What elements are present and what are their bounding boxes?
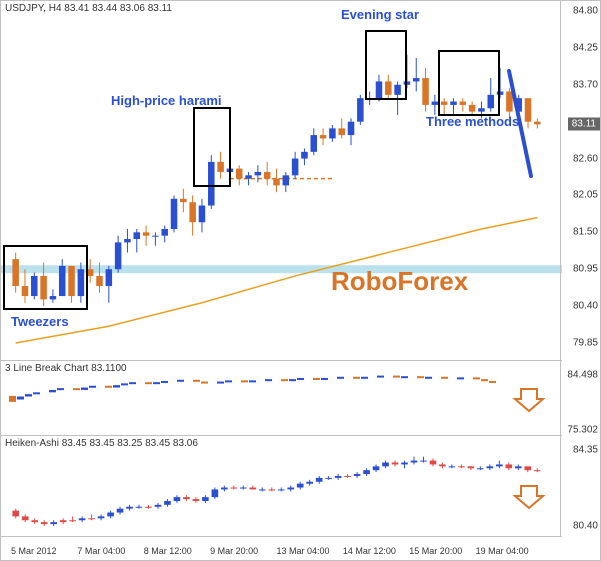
x-axis: 5 Mar 20127 Mar 04:008 Mar 12:009 Mar 20… — [1, 536, 562, 560]
heiken-panel: Heiken-Ashi 83.45 83.45 83.25 83.45 83.0… — [1, 436, 562, 536]
svg-text:Three methods: Three methods — [426, 114, 519, 129]
svg-text:High-price harami: High-price harami — [111, 93, 222, 108]
main-price-panel: USDJPY, H4 83.41 83.44 83.06 83.11 Tweez… — [1, 1, 562, 361]
y-axis-heiken: 80.4084.35 — [560, 436, 600, 536]
chart-container: USDJPY, H4 83.41 83.44 83.06 83.11 Tweez… — [0, 0, 601, 561]
y-axis-main: 79.8580.4080.9581.5082.0582.6083.1583.70… — [560, 1, 600, 361]
y-axis-linebreak: 75.30284.498 — [560, 361, 600, 436]
svg-text:Tweezers: Tweezers — [11, 314, 69, 329]
watermark: RoboForex — [331, 266, 468, 297]
linebreak-panel: 3 Line Break Chart 83.1100 — [1, 361, 562, 436]
main-chart-svg: Tweezers High-price harami Evening star Thr… — [1, 1, 562, 361]
svg-text:Evening star: Evening star — [341, 7, 419, 22]
heiken-svg — [1, 436, 562, 536]
linebreak-svg — [1, 361, 562, 436]
